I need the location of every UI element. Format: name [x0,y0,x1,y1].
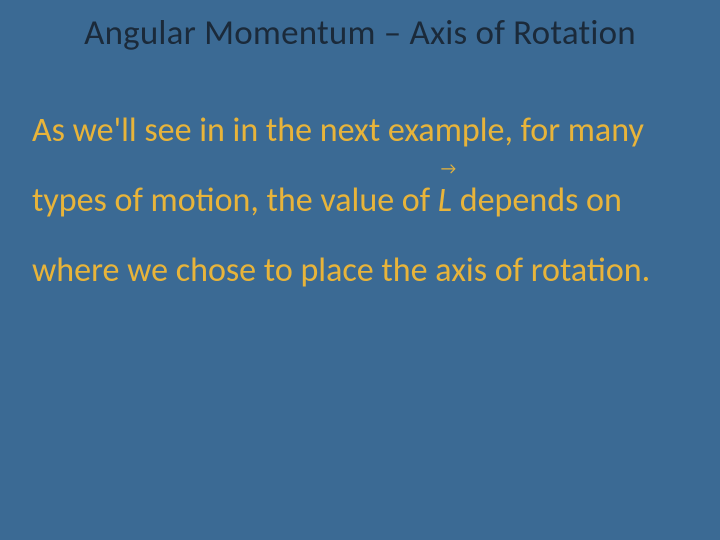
slide-title: Angular Momentum – Axis of Rotation [0,12,720,54]
vector-L: →L [438,166,452,236]
vector-symbol: L [438,180,452,221]
vector-arrow-icon: → [441,151,455,186]
slide: Angular Momentum – Axis of Rotation As w… [0,0,720,540]
slide-body: As we'll see in in the next example, for… [32,96,702,306]
